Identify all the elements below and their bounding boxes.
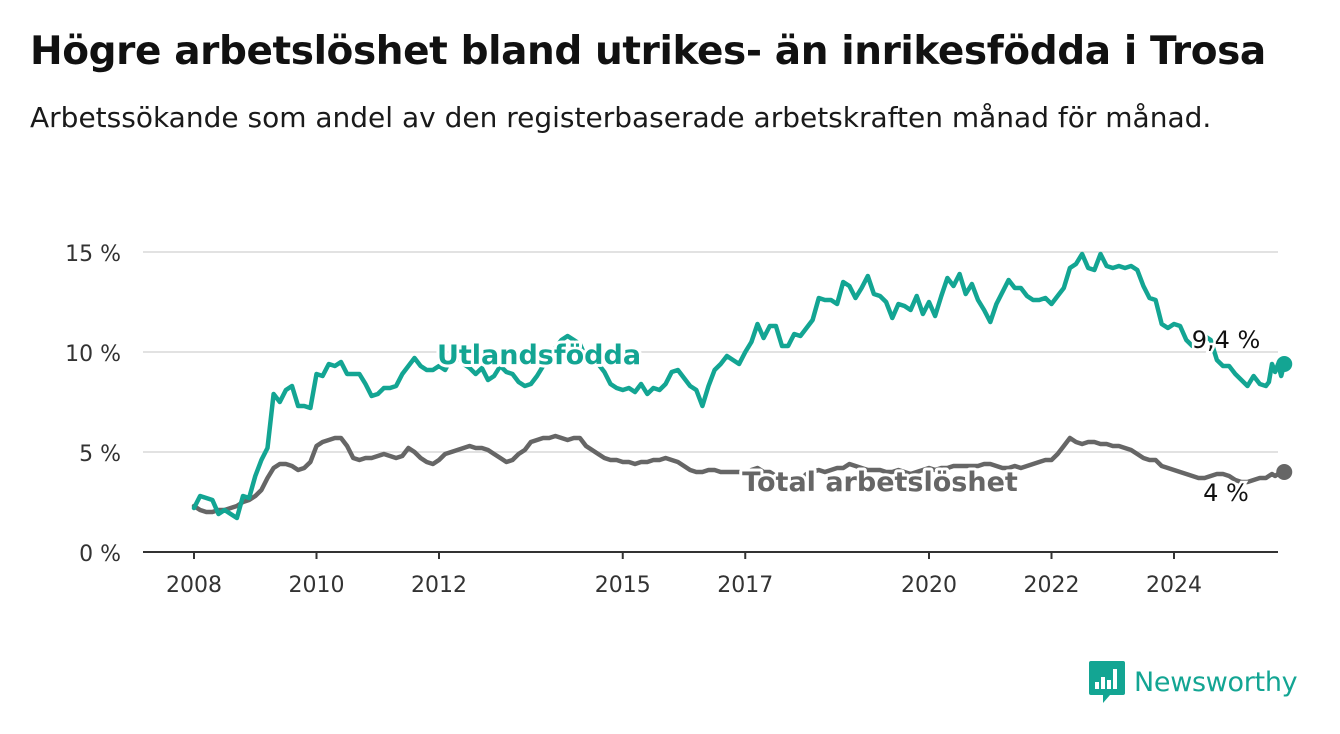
y-tick-label-10: 10 % — [65, 342, 121, 367]
series-line-1 — [191, 433, 1287, 515]
brand-name: Newsworthy — [1134, 666, 1298, 698]
x-tick-label-2008: 2008 — [166, 573, 222, 598]
x-tick-label-2010: 2010 — [289, 573, 345, 598]
series-end-dot-1 — [1276, 464, 1293, 480]
x-tick-label-2015: 2015 — [595, 573, 651, 598]
y-tick-label-15: 15 % — [65, 242, 121, 267]
newsworthy-logo-icon — [1089, 661, 1125, 703]
chart-title: Högre arbetslöshet bland utrikes- än inr… — [30, 29, 1266, 74]
y-tick-label-0: 0 % — [79, 542, 121, 567]
y-tick-label-5: 5 % — [79, 442, 121, 467]
x-tick-label-2012: 2012 — [411, 573, 467, 598]
x-tick-label-2020: 2020 — [901, 573, 957, 598]
series-name-label-0: Utlandsfödda — [437, 340, 641, 371]
gridlines — [143, 251, 1278, 453]
series-labels: Utlandsfödda Total arbetslöshet 9,4 % 4 % — [434, 324, 1263, 510]
y-axis-ticks: 0 % 5 % 10 % 15 % — [65, 242, 121, 567]
x-tick-label-2022: 2022 — [1024, 573, 1080, 598]
series-end-dot-0 — [1276, 356, 1293, 372]
series-end-label-0: 9,4 % — [1192, 326, 1261, 354]
series-lines — [191, 251, 1293, 521]
newsworthy-brand[interactable]: Newsworthy — [1088, 660, 1298, 704]
x-axis: 2008 2010 2012 2015 2017 2020 2022 2024 — [143, 551, 1278, 598]
chart-subtitle: Arbetssökande som andel av den registerb… — [30, 101, 1212, 134]
x-tick-label-2017: 2017 — [717, 573, 773, 598]
series-name-label-1: Total arbetslöshet — [742, 467, 1018, 498]
series-end-label-1: 4 % — [1203, 479, 1249, 507]
x-tick-label-2024: 2024 — [1146, 573, 1202, 598]
series-line-0 — [191, 251, 1287, 521]
